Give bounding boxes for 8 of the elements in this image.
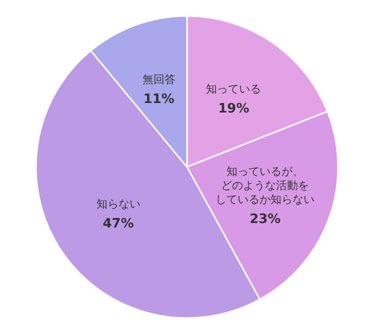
data-label: 11% xyxy=(143,92,174,107)
data-label: 19% xyxy=(218,101,250,116)
data-label: 23% xyxy=(250,212,281,228)
slice-label: 知っているが、どのような活動をしているか知らない xyxy=(216,165,315,206)
slice-label: 知らない xyxy=(96,198,140,211)
slice-label: 知っている xyxy=(206,82,262,96)
slice-label: 無回答 xyxy=(142,72,176,86)
data-label: 47% xyxy=(102,216,134,232)
